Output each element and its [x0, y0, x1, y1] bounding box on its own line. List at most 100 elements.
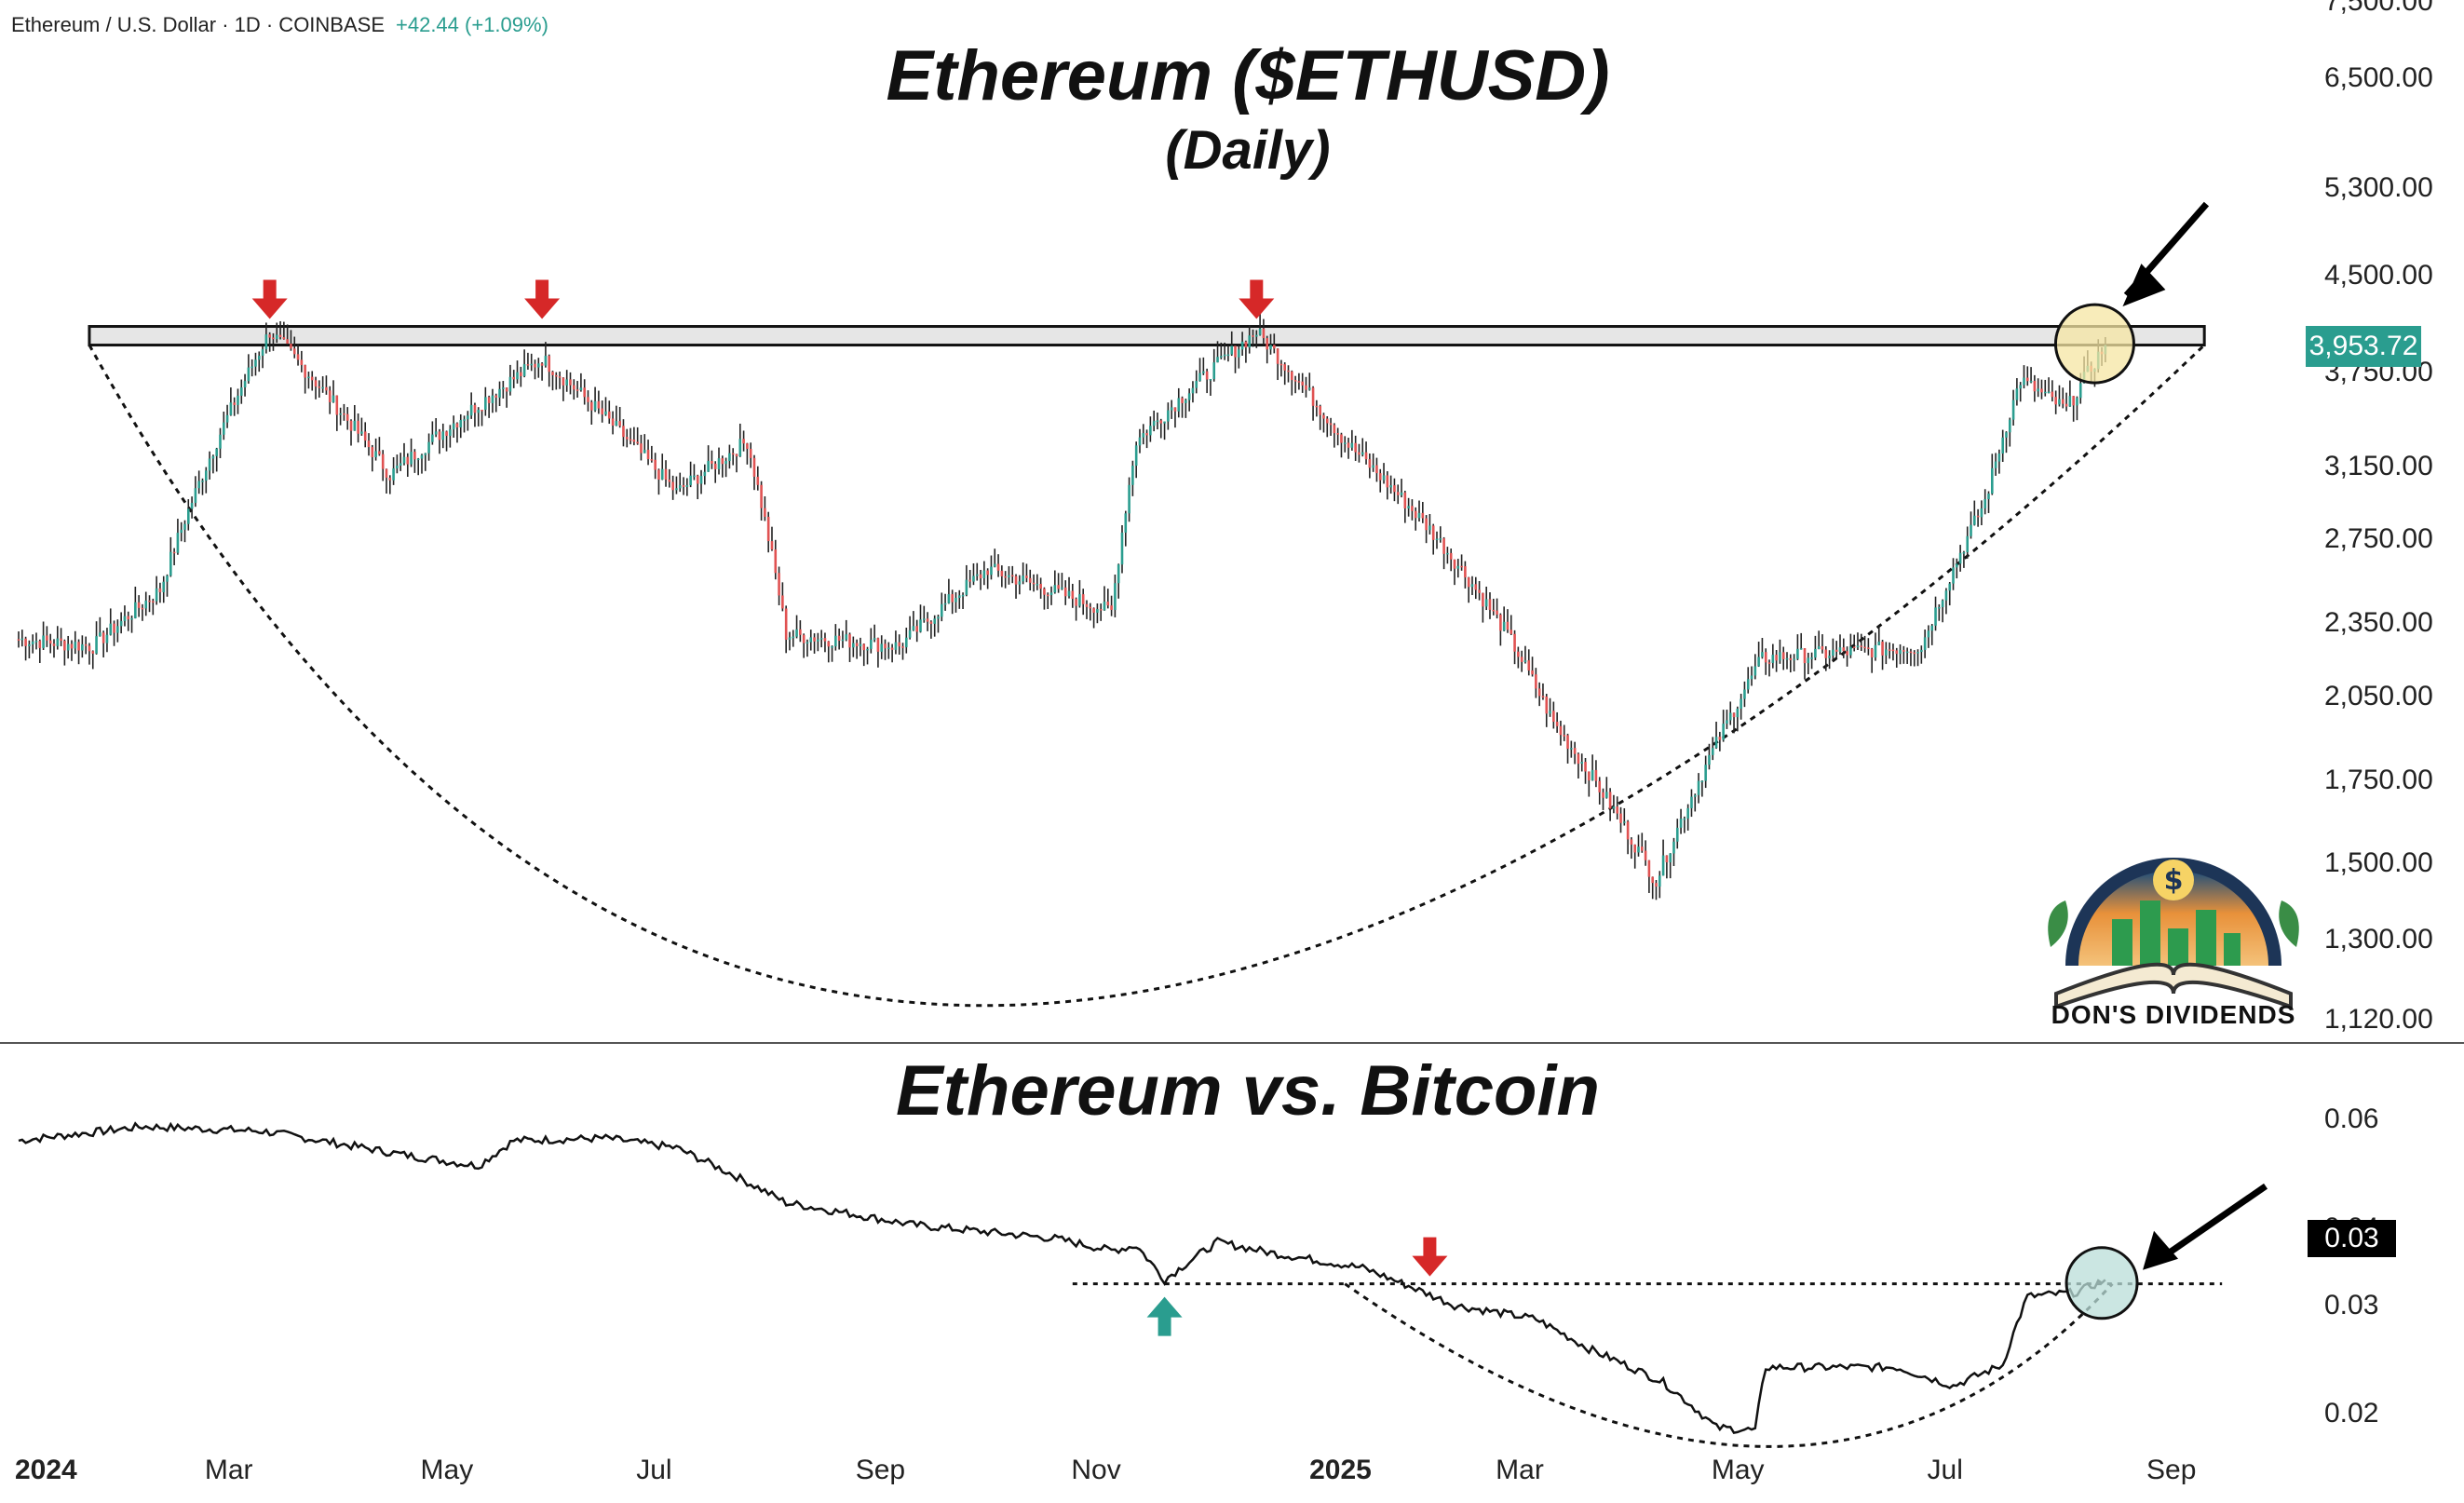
candle-body — [166, 575, 169, 582]
candle-body — [109, 623, 113, 635]
price-y-tick: 2,350.00 — [2324, 607, 2433, 639]
candle-body — [522, 364, 526, 376]
candle-body — [1863, 646, 1866, 649]
candle-body — [1089, 606, 1092, 609]
candle-body — [1238, 349, 1240, 358]
candle-body — [831, 646, 833, 648]
candle-body — [1350, 442, 1354, 448]
candle-body — [1761, 652, 1764, 657]
support-bounce-arrow — [1146, 1296, 1183, 1336]
candle-body — [1877, 642, 1881, 645]
candle-body — [1114, 583, 1117, 610]
candle-body — [640, 443, 643, 454]
candle-body — [1693, 794, 1697, 797]
candle-body — [1711, 748, 1714, 755]
candle-body — [169, 551, 172, 576]
candle-body — [1063, 587, 1067, 597]
candle-body — [827, 641, 831, 647]
candle-body — [1368, 459, 1372, 468]
candle-body — [1902, 650, 1905, 652]
candle-body — [81, 643, 84, 651]
candle-body — [1517, 651, 1520, 657]
candle-body — [1881, 642, 1884, 656]
candle-body — [1506, 621, 1510, 630]
candle-body — [459, 420, 463, 428]
candle-body — [250, 366, 253, 369]
candle-body — [1354, 442, 1357, 453]
candle-body — [1067, 590, 1071, 597]
candle-body — [919, 619, 922, 632]
candle-body — [1810, 657, 1813, 659]
candle-body — [434, 431, 438, 435]
candle-body — [1616, 806, 1619, 814]
candle-body — [1258, 328, 1262, 335]
candle-body — [70, 643, 74, 649]
candle-body — [1431, 525, 1435, 540]
candle-body — [1870, 648, 1874, 657]
candle-body — [420, 454, 424, 459]
candle-body — [1152, 421, 1156, 427]
candle-body — [1460, 565, 1463, 568]
candle-body — [707, 460, 710, 472]
candle-body — [1740, 698, 1742, 710]
candle-body — [575, 389, 579, 391]
candle-body — [357, 420, 359, 434]
candle-body — [441, 431, 445, 440]
candle-body — [1325, 418, 1329, 424]
candle-body — [1704, 765, 1707, 781]
candle-body — [52, 643, 56, 646]
candle-body — [367, 440, 371, 448]
candle-body — [1315, 405, 1319, 408]
price-candles — [17, 313, 2107, 900]
candle-body — [247, 367, 250, 382]
candle-body — [1502, 621, 1506, 631]
candle-body — [335, 395, 339, 415]
candle-body — [463, 419, 466, 421]
candle-body — [721, 458, 724, 465]
candle-body — [1905, 651, 1909, 654]
candle-body — [343, 413, 345, 415]
candle-body — [2037, 388, 2039, 392]
candle-body — [1209, 379, 1212, 381]
candle-body — [1078, 594, 1081, 606]
eth-btc-ratio-line — [18, 1121, 2106, 1434]
candle-body — [1552, 711, 1555, 723]
candle-body — [764, 508, 766, 517]
candle-body — [137, 602, 141, 608]
price-y-tick: 1,500.00 — [2324, 847, 2433, 879]
candle-body — [597, 400, 601, 409]
candle-body — [314, 380, 318, 387]
candle-body — [46, 635, 48, 641]
candle-body — [396, 465, 399, 469]
candle-body — [1195, 381, 1198, 388]
candle-body — [1743, 689, 1746, 699]
candle-body — [99, 632, 102, 637]
candle-body — [905, 637, 908, 648]
candle-body — [494, 395, 498, 398]
candle-body — [1661, 855, 1665, 876]
candle-body — [1821, 646, 1824, 650]
candle-body — [48, 640, 52, 644]
candle-body — [738, 439, 742, 457]
candle-body — [562, 377, 565, 386]
candle-body — [1535, 674, 1537, 689]
candle-body — [1092, 608, 1095, 613]
candle-body — [445, 431, 448, 437]
candle-body — [328, 390, 332, 402]
candle-body — [530, 363, 534, 366]
candle-body — [1714, 737, 1718, 749]
candle-body — [862, 643, 866, 651]
candle-body — [1612, 806, 1616, 809]
candle-body — [1852, 646, 1856, 648]
candle-body — [467, 415, 469, 420]
candle-body — [636, 441, 639, 444]
candle-body — [183, 523, 186, 530]
candle-body — [2023, 377, 2025, 386]
candle-body — [1142, 433, 1145, 438]
candle-body — [1266, 338, 1269, 350]
candle-body — [1025, 575, 1028, 578]
candle-body — [876, 638, 880, 652]
candle-body — [986, 570, 989, 575]
candle-body — [2008, 419, 2011, 433]
candle-body — [1867, 647, 1870, 649]
